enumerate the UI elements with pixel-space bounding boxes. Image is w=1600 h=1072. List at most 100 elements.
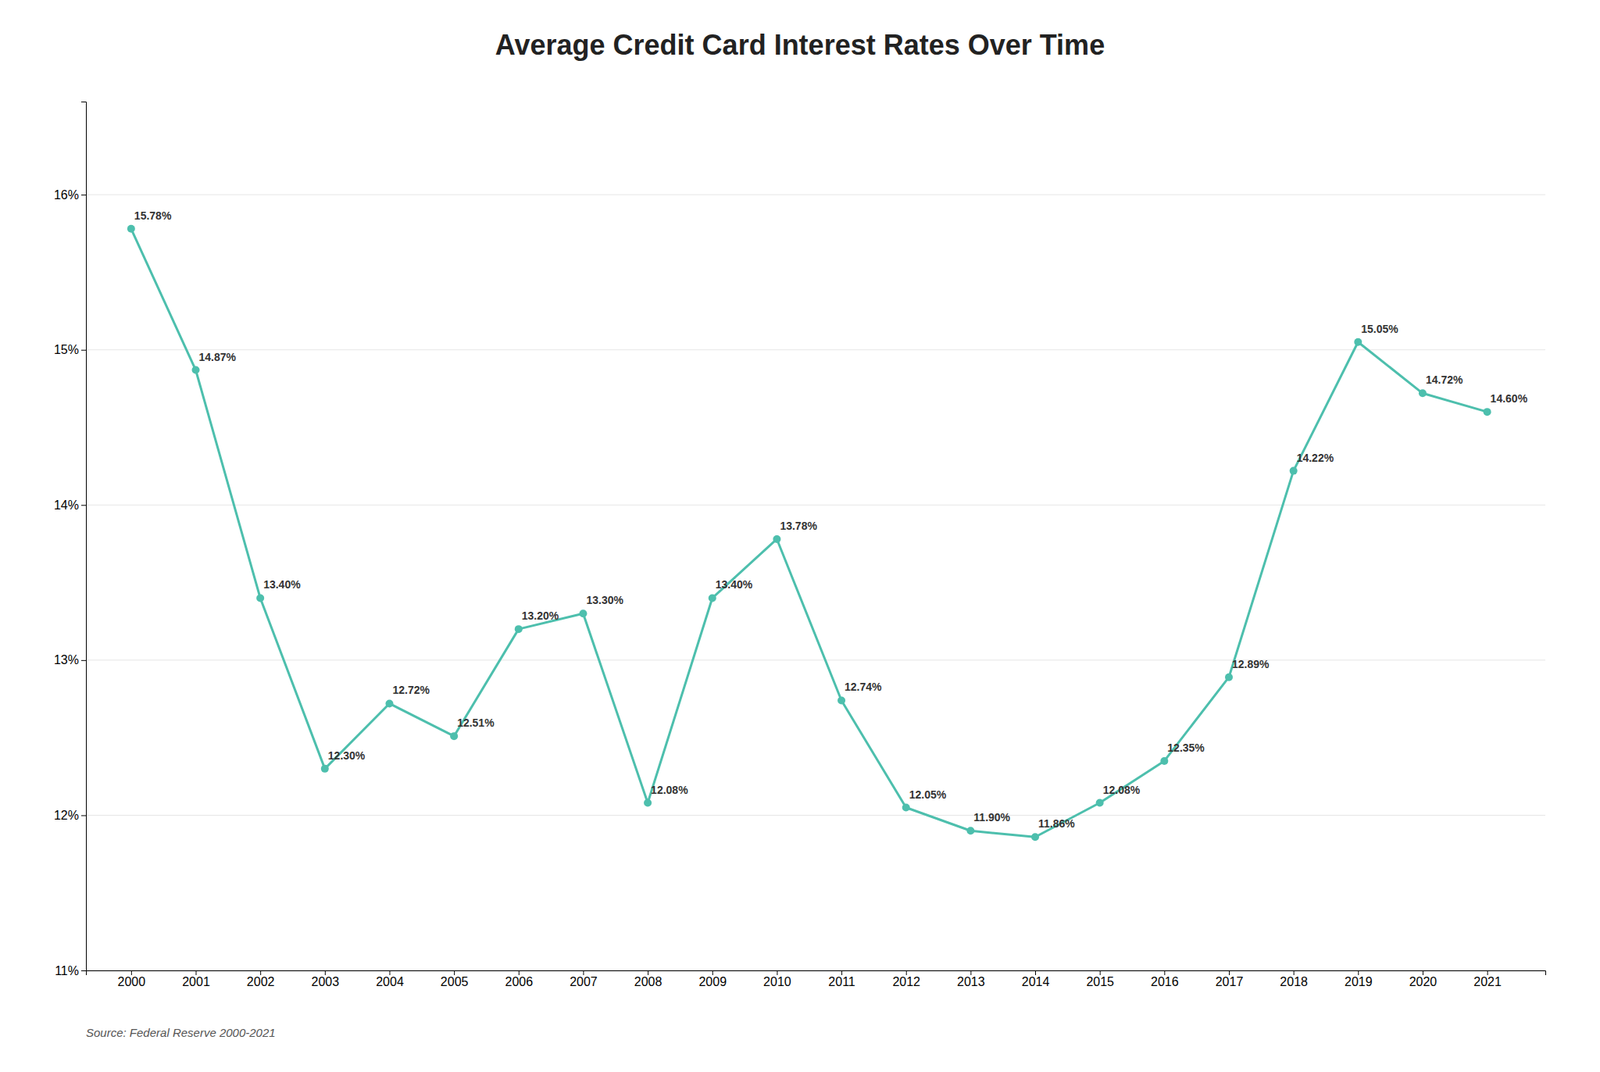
- x-tick-mark: [1293, 970, 1295, 975]
- y-axis-line: [81, 102, 87, 972]
- point: [1096, 799, 1104, 808]
- x-tick-label: 2021: [1473, 975, 1502, 989]
- x-tick-label: 2014: [1021, 975, 1050, 989]
- data-label: 15.05%: [1360, 322, 1399, 336]
- point: [1483, 407, 1492, 416]
- y-tick-label: 16%: [53, 188, 79, 202]
- y-tick: 15%: [53, 342, 86, 357]
- point: [192, 366, 200, 375]
- grid: [85, 194, 1546, 971]
- x-tick-mark: [582, 970, 584, 975]
- x-tick-label: 2020: [1409, 975, 1438, 989]
- x-tick: 2010: [763, 970, 792, 989]
- plot-area: [127, 225, 1492, 841]
- x-tick-label: 2012: [892, 975, 921, 989]
- data-label: 12.08%: [1103, 783, 1141, 797]
- y-tick-label: 14%: [53, 498, 79, 512]
- x-tick-label: 2001: [182, 975, 211, 989]
- data-label: 12.08%: [650, 783, 689, 797]
- x-tick: 2017: [1215, 970, 1244, 989]
- x-tick-mark: [1164, 970, 1165, 975]
- point: [1160, 757, 1168, 765]
- x-tick: 2018: [1279, 970, 1308, 989]
- x-tick-mark: [1357, 970, 1359, 975]
- point: [1031, 832, 1040, 841]
- point: [1289, 467, 1298, 475]
- x-tick-label: 2010: [763, 975, 792, 989]
- chart: Average Credit Card Interest Rates Over …: [0, 0, 1600, 1072]
- x-tick: 2000: [117, 970, 147, 989]
- y-tick-mark: [81, 350, 86, 351]
- x-tick-label: 2016: [1150, 975, 1179, 989]
- y-tick-mark: [81, 504, 86, 506]
- annotations: Source: Federal Reserve 2000-2021: [85, 1025, 276, 1040]
- data-label: 12.05%: [909, 788, 947, 801]
- data-label: 15.78%: [134, 209, 172, 222]
- data-label: 14.60%: [1490, 392, 1529, 405]
- point: [1353, 338, 1362, 347]
- point: [772, 535, 781, 543]
- x-tick-mark: [1228, 970, 1230, 975]
- y-tick-mark: [81, 660, 86, 661]
- x-tick-mark: [131, 970, 133, 975]
- point: [578, 609, 587, 618]
- x-tick: 2019: [1344, 970, 1373, 989]
- y-tick: 16%: [53, 188, 86, 202]
- x-tick: 2016: [1150, 970, 1179, 989]
- grid-line: [85, 659, 1546, 661]
- x-tick-mark: [1100, 970, 1101, 975]
- point: [1418, 389, 1427, 397]
- x-tick-mark: [647, 970, 649, 975]
- x-axis: 2000200120022003200420052006200720082009…: [86, 970, 1547, 989]
- x-tick-label: 2008: [634, 975, 663, 989]
- x-tick-mark: [841, 970, 843, 975]
- x-tick-mark: [970, 970, 972, 975]
- x-tick: 2021: [1473, 970, 1502, 989]
- x-tick-mark: [325, 970, 326, 975]
- point: [256, 593, 265, 602]
- y-tick-mark: [81, 194, 86, 196]
- x-tick-label: 2017: [1215, 975, 1244, 989]
- point: [450, 732, 458, 740]
- x-tick-mark: [1035, 970, 1036, 975]
- data-label: 13.20%: [521, 609, 560, 622]
- y-tick: 11%: [54, 964, 86, 978]
- x-tick-label: 2002: [246, 975, 275, 989]
- x-tick-label: 2003: [311, 975, 340, 989]
- chart-container: Average Credit Card Interest Rates Over …: [0, 0, 1600, 1072]
- x-tick-label: 2005: [440, 975, 469, 989]
- point: [643, 799, 652, 808]
- data-label: 12.89%: [1232, 657, 1270, 671]
- x-tick-label: 2018: [1279, 975, 1308, 989]
- point: [902, 803, 911, 812]
- x-axis-line: [86, 971, 1547, 976]
- x-tick: 2003: [311, 970, 340, 989]
- x-tick-mark: [712, 970, 714, 975]
- data-label: 12.35%: [1167, 741, 1205, 754]
- data-label: 14.22%: [1296, 451, 1335, 465]
- data-label: 12.74%: [844, 680, 883, 693]
- x-tick: 2013: [957, 970, 986, 989]
- x-tick: 2001: [182, 970, 211, 989]
- data-label: 11.90%: [973, 810, 1011, 824]
- x-tick: 2004: [375, 970, 404, 989]
- point: [127, 225, 136, 233]
- x-tick-label: 2015: [1085, 975, 1115, 989]
- point: [837, 696, 846, 704]
- y-tick: 12%: [53, 808, 86, 822]
- data-label: 12.72%: [392, 683, 430, 697]
- data-label: 14.87%: [199, 350, 237, 364]
- x-tick-label: 2013: [957, 975, 986, 989]
- y-axis: 11% 12% 13% 14% 15% 16%: [53, 102, 87, 978]
- data-label: 13.40%: [715, 578, 754, 591]
- x-tick: 2015: [1085, 970, 1115, 989]
- x-tick: 2012: [892, 970, 921, 989]
- y-tick: 13%: [53, 653, 86, 667]
- x-tick-mark: [776, 970, 778, 975]
- data-label: 12.30%: [328, 749, 366, 762]
- x-tick-label: 2011: [828, 975, 856, 989]
- grid-line: [85, 814, 1546, 816]
- source: Source: Federal Reserve 2000-2021: [85, 1025, 276, 1040]
- point: [1225, 673, 1233, 682]
- data-labels: 15.78%14.87%13.40%12.30%12.72%12.51%13.2…: [134, 209, 1529, 830]
